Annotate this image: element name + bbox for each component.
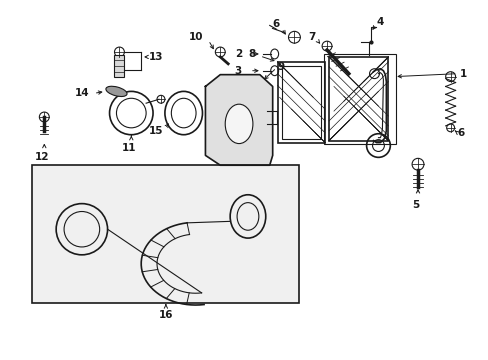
Ellipse shape — [106, 86, 127, 96]
Text: 15: 15 — [148, 126, 163, 136]
Text: 8: 8 — [248, 49, 255, 59]
Text: 10: 10 — [188, 32, 203, 42]
Bar — [32, 165, 299, 303]
Polygon shape — [205, 75, 272, 165]
Text: 7: 7 — [307, 32, 315, 42]
Text: 6: 6 — [272, 19, 279, 30]
Text: 12: 12 — [35, 152, 49, 162]
Text: 9: 9 — [277, 62, 284, 72]
Text: 14: 14 — [75, 88, 90, 98]
Text: 13: 13 — [149, 52, 163, 62]
Bar — [277, 62, 325, 143]
Text: 5: 5 — [411, 200, 419, 210]
Bar — [114, 55, 124, 77]
Bar — [324, 54, 395, 144]
Text: 2: 2 — [234, 49, 242, 59]
Ellipse shape — [225, 104, 252, 144]
Text: 11: 11 — [122, 143, 136, 153]
Text: 3: 3 — [234, 66, 242, 76]
Text: 1: 1 — [459, 69, 466, 79]
Text: 16: 16 — [158, 310, 173, 320]
Bar — [281, 66, 321, 139]
Bar — [328, 57, 387, 141]
Text: 4: 4 — [376, 18, 383, 27]
Text: 6: 6 — [457, 128, 464, 138]
